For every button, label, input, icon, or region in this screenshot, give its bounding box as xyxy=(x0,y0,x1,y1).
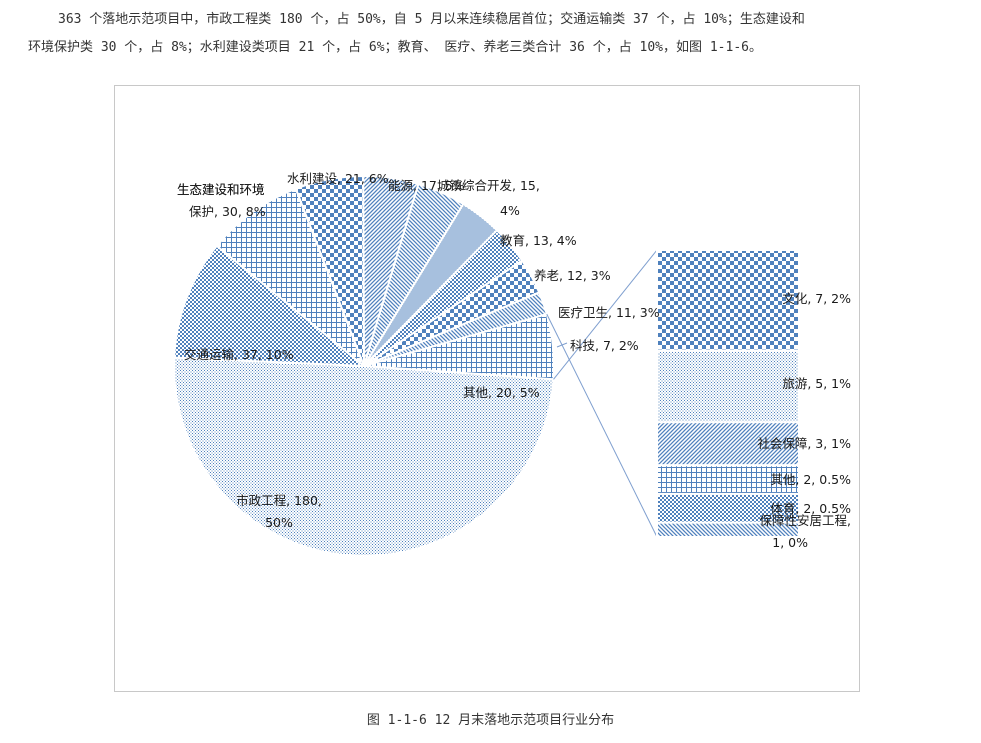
data-label: 生态建设和环境 xyxy=(177,182,265,197)
label-leader xyxy=(556,342,568,348)
connector-line xyxy=(546,313,658,538)
pie-of-pie-chart: 市政工程, 180,50%交通运输, 37, 10%生态建设和环境生态建设和环境… xyxy=(173,171,851,557)
intro-paragraph: 363 个落地示范项目中，市政工程类 180 个，占 50%，自 5 月以来连续… xyxy=(0,6,975,62)
intro-line-1: 363 个落地示范项目中，市政工程类 180 个，占 50%，自 5 月以来连续… xyxy=(58,12,805,27)
data-label: 文化, 7, 2% xyxy=(782,291,851,306)
data-label: 市政工程, 180, xyxy=(236,493,322,508)
data-label: 城镇综合开发, 15, xyxy=(437,178,540,193)
bar-segment xyxy=(656,249,800,352)
data-label: 保护, 30, 8% xyxy=(189,204,266,219)
data-label: 医疗卫生, 11, 3% xyxy=(558,305,660,320)
secondary-bar-stack xyxy=(656,249,800,538)
data-label: 其他, 2, 0.5% xyxy=(770,472,851,487)
data-label: 交通运输, 37, 10% xyxy=(184,347,294,362)
data-label: 水利建设, 21, 6% xyxy=(287,171,389,186)
data-label: 其他, 20, 5% xyxy=(463,385,540,400)
pie-slice xyxy=(173,356,555,557)
data-label: 50% xyxy=(265,515,293,530)
intro-line-2: 环境保护类 30 个，占 8%；水利建设类项目 21 个，占 6%；教育、 医疗… xyxy=(28,40,762,55)
connector-line xyxy=(553,249,658,380)
data-label: 社会保障, 3, 1% xyxy=(757,436,851,451)
data-label: 教育, 13, 4% xyxy=(500,233,577,248)
data-label: 4% xyxy=(500,203,520,218)
bar-segment xyxy=(656,492,800,524)
pie-connector-lines xyxy=(546,249,658,538)
pie-slice xyxy=(173,244,367,368)
data-labels: 市政工程, 180,50%交通运输, 37, 10%生态建设和环境生态建设和环境… xyxy=(177,171,851,550)
bar-segment xyxy=(656,521,800,538)
data-label: 能源, 17, 5% xyxy=(388,178,465,193)
bar-segment xyxy=(656,349,800,424)
data-label: 体育, 2, 0.5% xyxy=(770,501,851,516)
main-pie xyxy=(173,174,555,557)
data-label: 保障性安居工程, xyxy=(760,513,851,528)
data-label: 1, 0% xyxy=(772,535,808,550)
bar-segment xyxy=(656,421,800,467)
data-label: 生态建设和环境 xyxy=(177,182,265,197)
pie-slice xyxy=(215,187,367,370)
data-label: 旅游, 5, 1% xyxy=(782,376,851,391)
data-label: 养老, 12, 3% xyxy=(534,268,611,283)
figure-caption: 图 1-1-6 12 月末落地示范项目行业分布 xyxy=(366,713,615,728)
data-label: 科技, 7, 2% xyxy=(570,338,639,353)
